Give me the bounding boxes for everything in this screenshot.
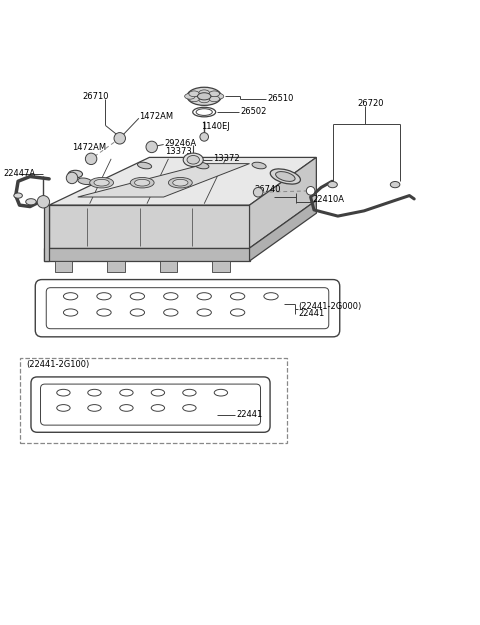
Polygon shape <box>49 158 316 205</box>
Polygon shape <box>250 201 316 261</box>
Text: (22441-2G000): (22441-2G000) <box>299 302 362 311</box>
Ellipse shape <box>26 199 36 205</box>
Ellipse shape <box>57 404 70 411</box>
Ellipse shape <box>185 94 195 99</box>
Ellipse shape <box>151 389 165 396</box>
FancyBboxPatch shape <box>40 384 261 425</box>
Ellipse shape <box>120 404 133 411</box>
Ellipse shape <box>264 292 278 300</box>
Polygon shape <box>55 261 72 272</box>
Polygon shape <box>49 205 250 248</box>
Ellipse shape <box>214 389 228 396</box>
Ellipse shape <box>134 179 150 186</box>
FancyBboxPatch shape <box>20 358 287 442</box>
Circle shape <box>114 132 125 144</box>
Text: 22447A: 22447A <box>4 169 36 177</box>
Ellipse shape <box>168 177 192 188</box>
Ellipse shape <box>130 177 154 188</box>
Text: 22441: 22441 <box>236 409 263 419</box>
Text: 26720: 26720 <box>357 99 384 109</box>
Ellipse shape <box>390 181 400 188</box>
Circle shape <box>200 132 208 141</box>
Text: 1140EJ: 1140EJ <box>201 122 229 131</box>
Text: 26510: 26510 <box>268 94 294 103</box>
Text: 1472AM: 1472AM <box>139 112 173 121</box>
Ellipse shape <box>137 162 152 169</box>
Polygon shape <box>44 205 49 261</box>
Ellipse shape <box>68 170 83 178</box>
Circle shape <box>37 196 49 208</box>
Text: 13373: 13373 <box>165 147 192 156</box>
Ellipse shape <box>63 292 78 300</box>
Ellipse shape <box>164 309 178 316</box>
Ellipse shape <box>183 153 203 166</box>
Text: 22441: 22441 <box>299 309 325 318</box>
Ellipse shape <box>198 92 211 100</box>
Ellipse shape <box>196 109 212 116</box>
Ellipse shape <box>173 179 188 186</box>
Ellipse shape <box>183 404 196 411</box>
Ellipse shape <box>213 94 224 99</box>
Ellipse shape <box>187 88 221 106</box>
Ellipse shape <box>189 91 199 97</box>
Ellipse shape <box>78 178 92 184</box>
Circle shape <box>66 173 78 184</box>
Ellipse shape <box>209 91 219 97</box>
Text: 26502: 26502 <box>240 107 266 116</box>
Ellipse shape <box>183 389 196 396</box>
Ellipse shape <box>252 162 266 169</box>
Ellipse shape <box>63 309 78 316</box>
Ellipse shape <box>120 389 133 396</box>
Polygon shape <box>108 261 124 272</box>
Circle shape <box>306 186 315 195</box>
FancyBboxPatch shape <box>46 288 329 329</box>
Ellipse shape <box>276 172 295 181</box>
Polygon shape <box>44 248 250 261</box>
Ellipse shape <box>97 309 111 316</box>
Ellipse shape <box>57 389 70 396</box>
Ellipse shape <box>230 309 245 316</box>
Ellipse shape <box>270 169 300 184</box>
Ellipse shape <box>14 193 23 198</box>
Polygon shape <box>160 261 177 272</box>
Ellipse shape <box>209 96 219 102</box>
Ellipse shape <box>193 107 216 117</box>
Text: 13372: 13372 <box>213 154 240 163</box>
Ellipse shape <box>187 156 199 164</box>
Ellipse shape <box>199 90 209 96</box>
Ellipse shape <box>94 179 109 186</box>
Ellipse shape <box>197 292 211 300</box>
Circle shape <box>253 188 263 197</box>
Polygon shape <box>212 261 229 272</box>
Text: 1472AM: 1472AM <box>72 143 106 152</box>
Ellipse shape <box>195 162 209 169</box>
FancyBboxPatch shape <box>31 377 270 432</box>
Ellipse shape <box>130 292 144 300</box>
Circle shape <box>85 153 97 164</box>
Ellipse shape <box>199 97 209 102</box>
Ellipse shape <box>90 177 114 188</box>
Text: (22441-2G100): (22441-2G100) <box>26 359 89 369</box>
Text: 26740: 26740 <box>254 185 281 194</box>
FancyBboxPatch shape <box>35 279 340 337</box>
Ellipse shape <box>97 292 111 300</box>
Polygon shape <box>78 164 250 197</box>
Circle shape <box>146 141 157 152</box>
Text: 29246A: 29246A <box>165 139 197 148</box>
Text: 26710: 26710 <box>83 92 109 101</box>
Ellipse shape <box>130 309 144 316</box>
Ellipse shape <box>164 292 178 300</box>
Ellipse shape <box>151 404 165 411</box>
Ellipse shape <box>197 309 211 316</box>
Ellipse shape <box>328 181 337 188</box>
Ellipse shape <box>189 96 199 102</box>
Ellipse shape <box>88 404 101 411</box>
Text: 22410A: 22410A <box>312 195 345 204</box>
Polygon shape <box>250 158 316 248</box>
Ellipse shape <box>88 389 101 396</box>
Ellipse shape <box>230 292 245 300</box>
